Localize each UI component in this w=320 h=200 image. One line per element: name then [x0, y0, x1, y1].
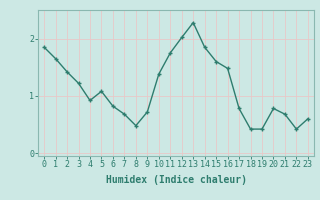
X-axis label: Humidex (Indice chaleur): Humidex (Indice chaleur)	[106, 175, 246, 185]
